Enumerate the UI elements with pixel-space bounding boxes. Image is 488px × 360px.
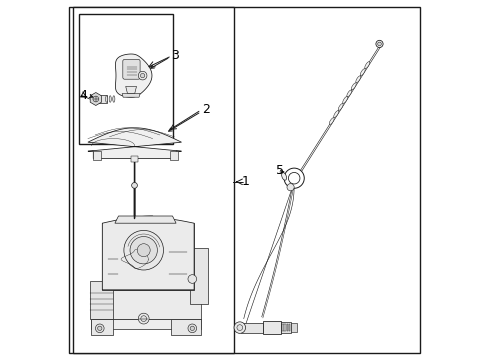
Text: 2: 2 xyxy=(202,103,209,116)
Circle shape xyxy=(375,40,382,48)
Circle shape xyxy=(140,73,144,78)
Ellipse shape xyxy=(342,96,347,103)
Ellipse shape xyxy=(333,111,338,117)
Ellipse shape xyxy=(105,96,107,102)
Polygon shape xyxy=(170,319,201,335)
Bar xyxy=(170,151,178,160)
Circle shape xyxy=(284,168,304,188)
Text: 3: 3 xyxy=(171,49,179,62)
Circle shape xyxy=(98,326,102,330)
Circle shape xyxy=(237,325,242,330)
Circle shape xyxy=(138,71,146,80)
Bar xyxy=(282,324,283,331)
Circle shape xyxy=(187,324,196,333)
Ellipse shape xyxy=(338,104,343,111)
Bar xyxy=(79,14,172,144)
Circle shape xyxy=(377,42,381,46)
Bar xyxy=(131,156,138,162)
Polygon shape xyxy=(280,322,291,333)
Bar xyxy=(73,7,233,353)
Circle shape xyxy=(138,313,149,324)
Circle shape xyxy=(187,275,196,283)
Polygon shape xyxy=(190,248,208,304)
Polygon shape xyxy=(291,323,296,332)
Circle shape xyxy=(141,316,146,321)
Text: 4: 4 xyxy=(79,89,87,102)
Polygon shape xyxy=(115,216,176,223)
Polygon shape xyxy=(90,281,113,319)
Circle shape xyxy=(137,244,150,257)
Ellipse shape xyxy=(281,172,286,180)
Polygon shape xyxy=(93,290,201,319)
Polygon shape xyxy=(90,93,101,105)
FancyBboxPatch shape xyxy=(122,59,140,79)
Circle shape xyxy=(130,237,157,264)
Circle shape xyxy=(234,322,245,333)
Polygon shape xyxy=(91,319,201,329)
Circle shape xyxy=(93,96,99,102)
Ellipse shape xyxy=(109,96,111,102)
Polygon shape xyxy=(115,54,152,97)
Polygon shape xyxy=(88,128,181,158)
Bar xyxy=(286,324,287,331)
Polygon shape xyxy=(122,94,140,97)
Polygon shape xyxy=(125,86,136,94)
Circle shape xyxy=(95,324,104,333)
Bar xyxy=(288,324,289,331)
Ellipse shape xyxy=(113,96,115,102)
Circle shape xyxy=(286,184,294,191)
Polygon shape xyxy=(96,95,106,103)
Circle shape xyxy=(123,230,163,270)
Polygon shape xyxy=(91,319,113,335)
Polygon shape xyxy=(262,321,280,334)
Bar xyxy=(93,151,101,160)
Polygon shape xyxy=(102,216,194,290)
Polygon shape xyxy=(102,223,194,290)
Circle shape xyxy=(131,183,137,188)
Ellipse shape xyxy=(350,83,355,90)
Ellipse shape xyxy=(328,118,333,125)
Ellipse shape xyxy=(355,76,360,83)
Circle shape xyxy=(190,326,194,330)
Text: 5: 5 xyxy=(275,164,283,177)
Circle shape xyxy=(288,172,299,184)
Bar xyxy=(284,324,285,331)
Ellipse shape xyxy=(364,62,369,68)
Ellipse shape xyxy=(346,90,351,97)
Text: 1: 1 xyxy=(241,175,249,188)
Ellipse shape xyxy=(360,69,365,76)
Polygon shape xyxy=(241,323,262,333)
